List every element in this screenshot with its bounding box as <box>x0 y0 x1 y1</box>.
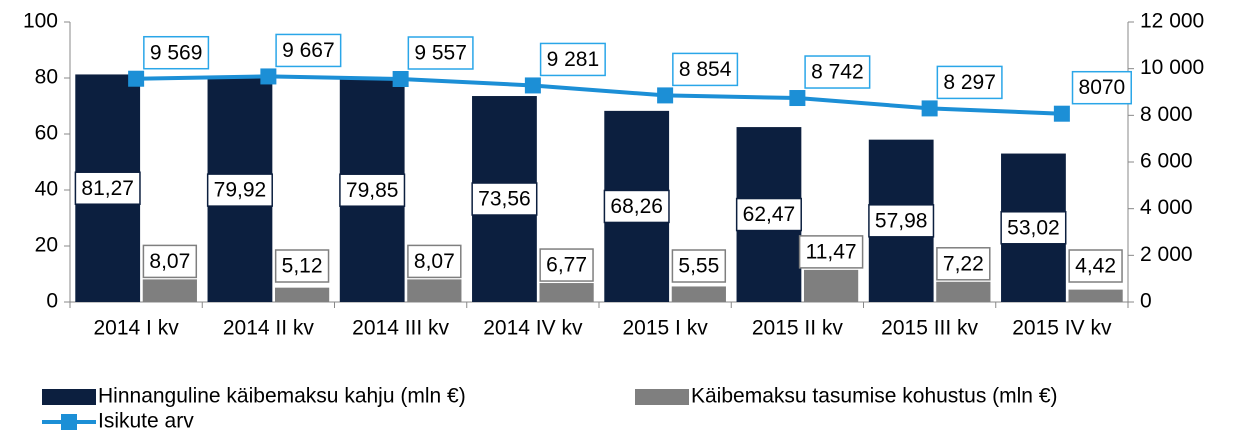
value-label-box <box>798 235 864 269</box>
value-label-box <box>143 35 210 70</box>
value-label: 8070 <box>1079 76 1126 99</box>
value-label: 9 281 <box>547 48 600 71</box>
line-marker <box>921 100 938 117</box>
y-tick-label: 0 <box>46 290 58 313</box>
legend-label: Käibemaksu tasumise kohustus (mln €) <box>691 385 1058 408</box>
x-tick-label: 2015 II kv <box>752 317 844 340</box>
line-marker <box>789 90 806 107</box>
value-label: 4,42 <box>1075 255 1116 278</box>
value-label-box <box>868 204 935 238</box>
x-tick-label: 2014 III kv <box>352 317 449 340</box>
value-label-box <box>735 197 802 232</box>
y-tick-label: 60 <box>35 122 58 145</box>
y2-tick-label: 4 000 <box>1140 196 1193 219</box>
y-tick-label: 40 <box>35 178 58 201</box>
line <box>136 74 1062 116</box>
value-label-box <box>206 173 273 207</box>
y-tick-label: 80 <box>35 66 58 89</box>
value-label-box <box>142 244 198 279</box>
value-label-box <box>471 182 538 216</box>
value-label-box <box>1068 249 1123 283</box>
legend-swatch <box>42 389 96 405</box>
y2-tick-label: 6 000 <box>1140 150 1193 173</box>
bar <box>671 286 726 302</box>
y2-tick-label: 10 000 <box>1140 56 1204 79</box>
value-label: 53,02 <box>1007 216 1060 239</box>
value-label: 9 569 <box>150 41 203 64</box>
value-label: 11,47 <box>806 240 857 263</box>
line-marker <box>128 70 145 87</box>
value-label: 79,92 <box>214 179 267 202</box>
value-label-box <box>672 52 739 87</box>
line-marker <box>524 77 541 94</box>
value-label: 9 557 <box>414 42 467 65</box>
bar <box>407 279 462 302</box>
value-label-box <box>1000 211 1067 245</box>
bar <box>539 283 594 302</box>
x-tick-label: 2015 III kv <box>881 317 978 340</box>
value-label: 8 297 <box>943 71 996 94</box>
x-tick-label: 2014 IV kv <box>483 317 583 340</box>
value-label-box <box>275 33 342 68</box>
y2-tick-label: 8 000 <box>1140 103 1193 126</box>
value-label-box <box>671 249 727 283</box>
line-marker <box>657 87 674 104</box>
value-label-box <box>74 171 141 205</box>
value-label: 8 854 <box>679 58 732 81</box>
legend-swatch <box>61 414 77 430</box>
value-label-box <box>407 244 462 279</box>
y2-tick-label: 0 <box>1140 290 1152 313</box>
y2-tick-label: 12 000 <box>1140 10 1204 33</box>
value-label: 68,26 <box>610 195 663 218</box>
value-label: 81,27 <box>81 177 134 200</box>
value-label: 79,85 <box>346 179 399 202</box>
bar <box>936 281 991 302</box>
value-label: 7,22 <box>943 252 984 275</box>
value-label: 8,07 <box>149 250 190 273</box>
value-label: 5,55 <box>678 255 719 278</box>
bar <box>274 287 330 302</box>
x-tick-label: 2014 II kv <box>223 317 315 340</box>
value-label-box <box>936 65 1003 100</box>
x-tick-label: 2014 I kv <box>94 317 180 340</box>
value-label-box <box>274 249 330 283</box>
value-label: 73,56 <box>478 188 531 211</box>
x-tick-label: 2015 IV kv <box>1012 317 1112 340</box>
value-label-box <box>339 173 406 207</box>
value-label: 8 742 <box>811 61 864 84</box>
value-label: 9 667 <box>282 39 335 62</box>
y-tick-label: 20 <box>35 234 58 257</box>
y2-tick-label: 2 000 <box>1140 243 1193 266</box>
value-label: 62,47 <box>743 203 796 226</box>
bar <box>1068 289 1123 302</box>
bar <box>142 279 197 302</box>
value-label-box <box>1071 70 1132 105</box>
bar <box>803 269 859 302</box>
value-label: 8,07 <box>414 250 455 273</box>
value-label-box <box>936 247 991 281</box>
value-label: 57,98 <box>875 209 928 232</box>
value-label-box <box>539 248 594 282</box>
value-label-box <box>539 42 606 77</box>
legend-label: Isikute arv <box>98 410 194 432</box>
value-label-box <box>804 55 871 89</box>
y-tick-label: 100 <box>23 10 58 33</box>
x-tick-label: 2015 I kv <box>623 317 709 340</box>
line-marker <box>1053 105 1070 122</box>
value-label-box <box>603 189 670 224</box>
line-marker <box>260 68 277 85</box>
line-marker <box>392 71 409 88</box>
value-label: 6,77 <box>546 254 587 277</box>
legend-swatch <box>635 389 689 405</box>
value-label-box <box>407 36 474 70</box>
value-label: 5,12 <box>282 255 323 278</box>
legend-label: Hinnanguline käibemaksu kahju (mln €) <box>98 385 466 408</box>
